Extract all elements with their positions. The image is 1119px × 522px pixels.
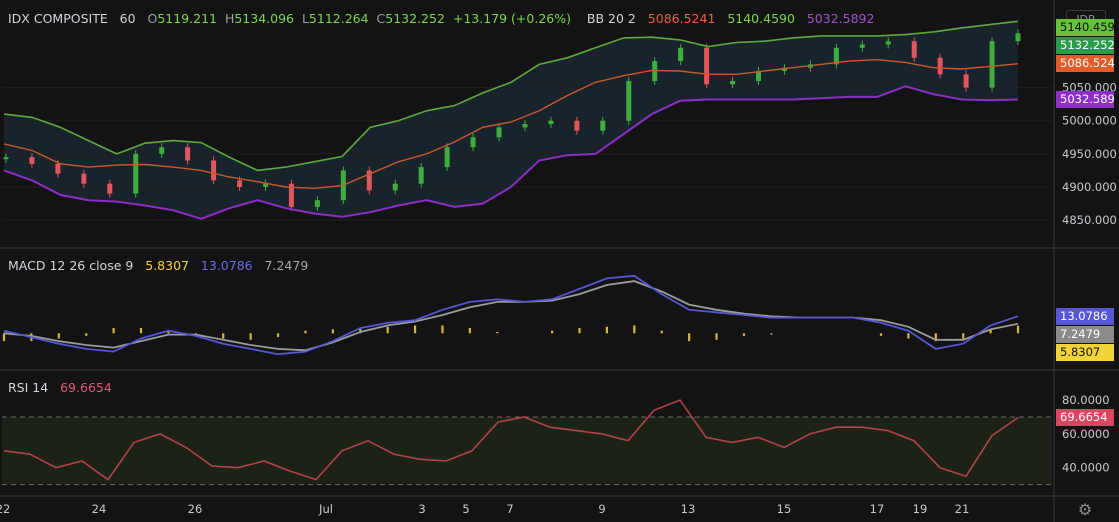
open-label: O: [147, 11, 158, 26]
high-value: 5134.096: [234, 11, 294, 26]
bb-band-fill: [4, 21, 1018, 219]
candle-body: [81, 173, 87, 184]
candle-body: [444, 147, 450, 168]
candle-body: [366, 170, 372, 191]
open-value: 5119.211: [157, 11, 217, 26]
rsi-legend: RSI 14 69.6654: [8, 380, 112, 395]
candle-body: [600, 120, 606, 131]
price-axis-tag: 5140.459: [1056, 19, 1115, 37]
bb-upper-value: 5140.4590: [727, 11, 795, 26]
time-tick-label: 5: [462, 502, 469, 516]
bb-mid-value: 5086.5241: [647, 11, 716, 26]
bb-lower-line: [3, 85, 1019, 220]
close-label: C: [376, 11, 386, 26]
candle-body: [237, 180, 243, 187]
time-tick-label: 19: [913, 502, 928, 516]
macd-signal-line: [3, 280, 1019, 352]
candle-body: [3, 157, 9, 160]
price-tick-label: 4950.000: [1062, 147, 1117, 161]
time-tick-label: 24: [92, 502, 107, 516]
time-tick-label: 22: [0, 502, 10, 516]
price-axis-tag: 5032.589: [1056, 90, 1115, 108]
macd-axis-tag: 5.8307: [1056, 343, 1114, 361]
low-label: L: [301, 11, 309, 26]
candle-body: [211, 160, 217, 181]
candle-body: [496, 127, 502, 138]
time-tick-label: 15: [777, 502, 792, 516]
price-axis-tag: 5086.524: [1056, 55, 1115, 73]
rsi-value: 69.6654: [60, 380, 112, 395]
high-label: H: [224, 11, 235, 26]
macd-axis-tag: 13.0786: [1056, 307, 1114, 325]
time-tick-label: 26: [188, 502, 203, 516]
candle-body: [911, 41, 917, 58]
candle-body: [55, 163, 61, 174]
candle-body: [548, 120, 554, 125]
candle-body: [859, 44, 865, 48]
interval-label[interactable]: 60: [119, 11, 136, 26]
rsi-axis-tag: 69.6654: [1056, 409, 1114, 427]
macd-legend: MACD 12 26 close 9 5.8307 13.0786 7.2479: [8, 258, 308, 273]
macd-axis-tag: 7.2479: [1056, 325, 1114, 343]
price-legend: IDX COMPOSITE 60 O5119.211 H5134.096 L51…: [8, 11, 874, 26]
bb-lower-value: 5032.5892: [806, 11, 875, 26]
candle-body: [678, 47, 684, 62]
rsi-line: [3, 399, 1019, 481]
candle-body: [185, 147, 191, 161]
candle-body: [470, 137, 476, 148]
rsi-band-fill: [2, 417, 1052, 485]
bb-label[interactable]: BB 20 2: [586, 11, 636, 26]
time-tick-label: 3: [418, 502, 425, 516]
rsi-label[interactable]: RSI 14: [8, 380, 49, 395]
time-tick-label: 9: [598, 502, 605, 516]
close-value: 5132.252: [385, 11, 445, 26]
candle-body: [963, 74, 969, 88]
candle-body: [833, 47, 839, 65]
time-tick-label: 7: [506, 502, 513, 516]
macd-label[interactable]: MACD 12 26 close 9: [8, 258, 134, 273]
price-tick-label: 5000.000: [1062, 114, 1117, 128]
bb-upper-line: [3, 20, 1019, 172]
candle-body: [989, 41, 995, 88]
time-tick-label: 21: [955, 502, 970, 516]
candle-body: [756, 71, 762, 81]
price-tick-label: 4900.000: [1062, 180, 1117, 194]
candle-body: [626, 80, 632, 121]
candle-body: [885, 41, 891, 45]
candle-body: [937, 57, 943, 75]
low-value: 5112.264: [308, 11, 369, 26]
candle-body: [314, 200, 320, 207]
rsi-tick-label: 80.0000: [1062, 393, 1110, 407]
symbol-name[interactable]: IDX COMPOSITE: [8, 11, 108, 26]
macd-line-value: 13.0786: [200, 258, 253, 273]
candle-body: [107, 183, 113, 194]
price-axis-tag: 5132.252: [1056, 37, 1115, 55]
macd-hist-value: 5.8307: [145, 258, 189, 273]
candle-body: [574, 120, 580, 131]
candle-body: [133, 153, 139, 194]
rsi-tick-label: 40.0000: [1062, 461, 1110, 475]
gear-icon[interactable]: ⚙: [1078, 500, 1092, 519]
price-tick-label: 4850.000: [1062, 213, 1117, 227]
candle-body: [288, 183, 294, 207]
rsi-tick-label: 60.0000: [1062, 427, 1110, 441]
candle-body: [29, 157, 35, 164]
candle-body: [159, 147, 165, 154]
time-tick-label: 17: [870, 502, 885, 516]
macd-line: [3, 274, 1019, 356]
bb-mid-line: [3, 58, 1019, 190]
candle-body: [730, 80, 736, 85]
candle-body: [392, 183, 398, 191]
candle-body: [262, 183, 268, 187]
candle-body: [522, 124, 528, 128]
change-value: +13.179 (+0.26%): [452, 11, 571, 26]
candle-body: [1015, 33, 1021, 42]
candle-body: [418, 167, 424, 184]
candle-body: [704, 47, 710, 85]
time-tick-label: Jul: [318, 502, 333, 516]
macd-signal-value: 7.2479: [264, 258, 309, 273]
time-tick-label: 13: [681, 502, 696, 516]
